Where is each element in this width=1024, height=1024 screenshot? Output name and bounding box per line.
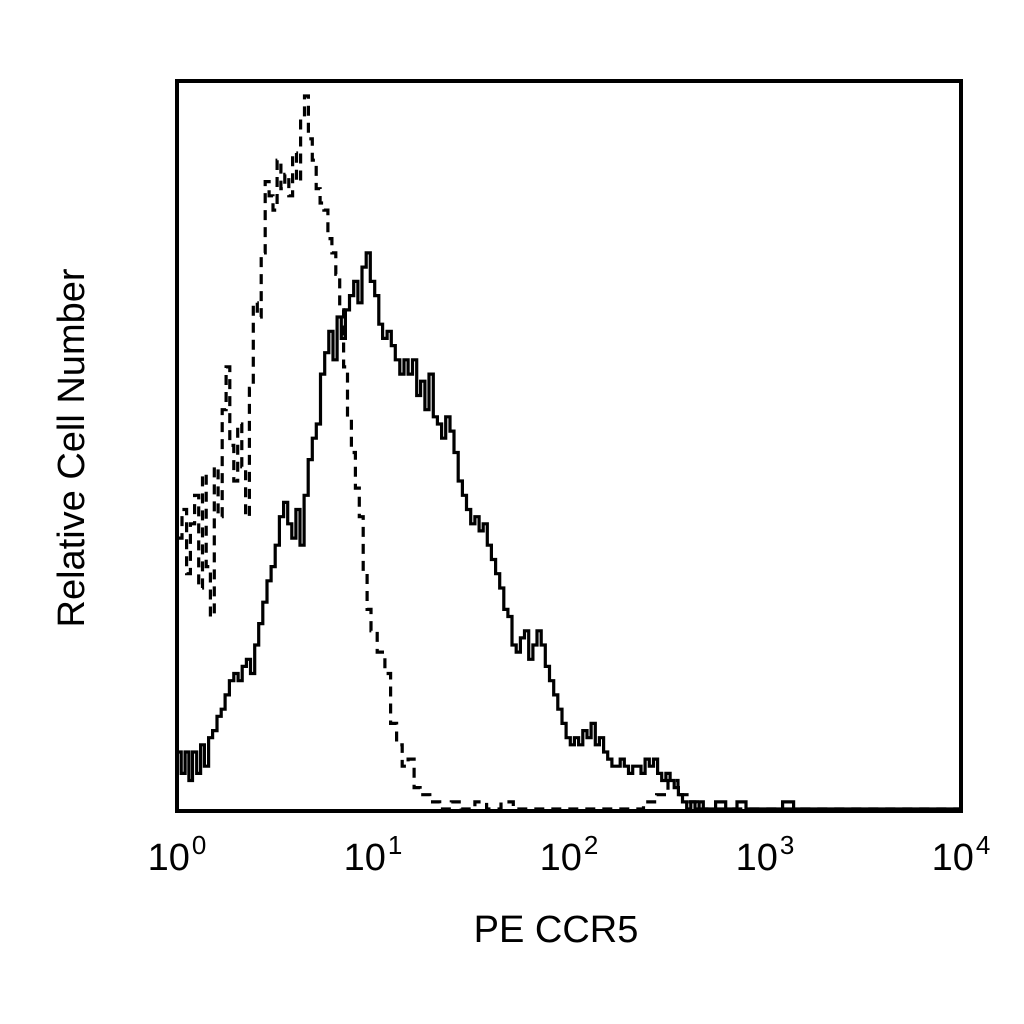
x-axis-title: PE CCR5	[474, 909, 639, 951]
x-tick-exponent-2: 2	[584, 830, 598, 860]
x-tick-base-3: 10	[736, 837, 778, 879]
plot-frame	[175, 79, 963, 813]
x-tick-label-4: 104	[932, 830, 991, 879]
x-tick-labels: 100 101 102 103 104	[148, 830, 991, 879]
x-tick-label-0: 100	[148, 830, 207, 879]
x-tick-label-1: 101	[344, 830, 403, 879]
x-tick-base-1: 10	[344, 837, 386, 879]
y-axis-title: Relative Cell Number	[51, 268, 93, 627]
x-tick-label-2: 102	[540, 830, 599, 879]
x-tick-exponent-4: 4	[976, 830, 990, 860]
x-tick-label-3: 103	[736, 830, 795, 879]
x-tick-exponent-3: 3	[780, 830, 794, 860]
x-tick-base-2: 10	[540, 837, 582, 879]
x-tick-exponent-1: 1	[388, 830, 402, 860]
ccr5-stained-series-line	[177, 251, 961, 811]
series-layer	[177, 94, 961, 811]
x-tick-exponent-0: 0	[192, 830, 206, 860]
x-tick-base-0: 10	[148, 837, 190, 879]
isotype-control-series-line	[177, 94, 961, 811]
x-tick-base-4: 10	[932, 837, 974, 879]
